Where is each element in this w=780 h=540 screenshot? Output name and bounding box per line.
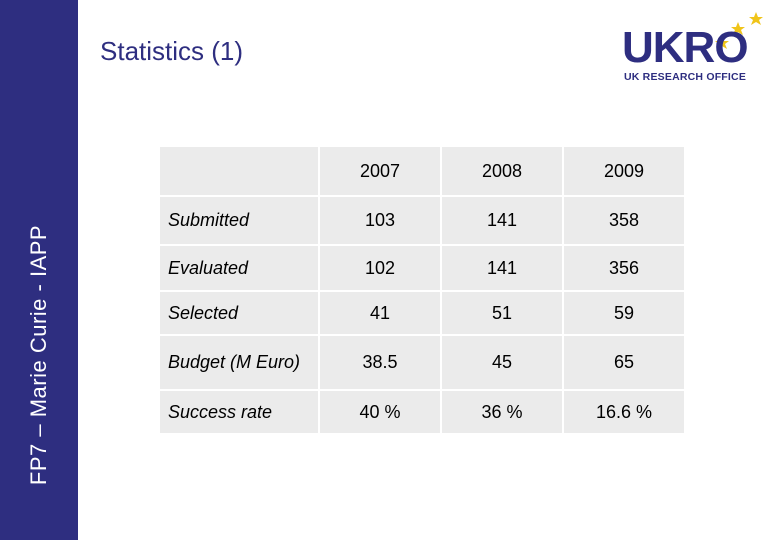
table-row: Evaluated 102 141 356 <box>160 246 684 290</box>
table-row: Submitted 103 141 358 <box>160 197 684 244</box>
table-cell: 65 <box>564 336 684 389</box>
page-title: Statistics (1) <box>100 36 244 66</box>
table-cell: 141 <box>442 246 562 290</box>
statistics-table: 2007 2008 2009 Submitted 103 141 358 Eva… <box>158 145 686 435</box>
table-header-row: 2007 2008 2009 <box>160 147 684 195</box>
ukro-logo: UKRO UK RESEARCH OFFICE <box>620 8 770 88</box>
table-row: Budget (M Euro) 38.5 45 65 <box>160 336 684 389</box>
row-label-selected: Selected <box>160 292 318 334</box>
table-header-2008: 2008 <box>442 147 562 195</box>
table-cell: 356 <box>564 246 684 290</box>
row-label-budget: Budget (M Euro) <box>160 336 318 389</box>
table-cell: 51 <box>442 292 562 334</box>
row-label-submitted: Submitted <box>160 197 318 244</box>
table-row: Selected 41 51 59 <box>160 292 684 334</box>
sidebar-title: FP7 – Marie Curie - IAPP <box>26 224 51 486</box>
table-cell: 40 % <box>320 391 440 433</box>
row-label-evaluated: Evaluated <box>160 246 318 290</box>
table-cell: 41 <box>320 292 440 334</box>
table-cell: 103 <box>320 197 440 244</box>
table-cell: 59 <box>564 292 684 334</box>
table-header-corner <box>160 147 318 195</box>
logo-wordmark: UKRO <box>622 23 749 72</box>
row-label-success-rate: Success rate <box>160 391 318 433</box>
table-cell: 141 <box>442 197 562 244</box>
sidebar-band: FP7 – Marie Curie - IAPP <box>0 0 78 540</box>
table-cell: 358 <box>564 197 684 244</box>
table-cell: 45 <box>442 336 562 389</box>
stars-icon <box>715 12 763 49</box>
logo-subtitle: UK RESEARCH OFFICE <box>624 71 747 83</box>
table-row: Success rate 40 % 36 % 16.6 % <box>160 391 684 433</box>
table-cell: 16.6 % <box>564 391 684 433</box>
table-cell: 36 % <box>442 391 562 433</box>
table-cell: 102 <box>320 246 440 290</box>
table-header-2007: 2007 <box>320 147 440 195</box>
table-cell: 38.5 <box>320 336 440 389</box>
table-header-2009: 2009 <box>564 147 684 195</box>
